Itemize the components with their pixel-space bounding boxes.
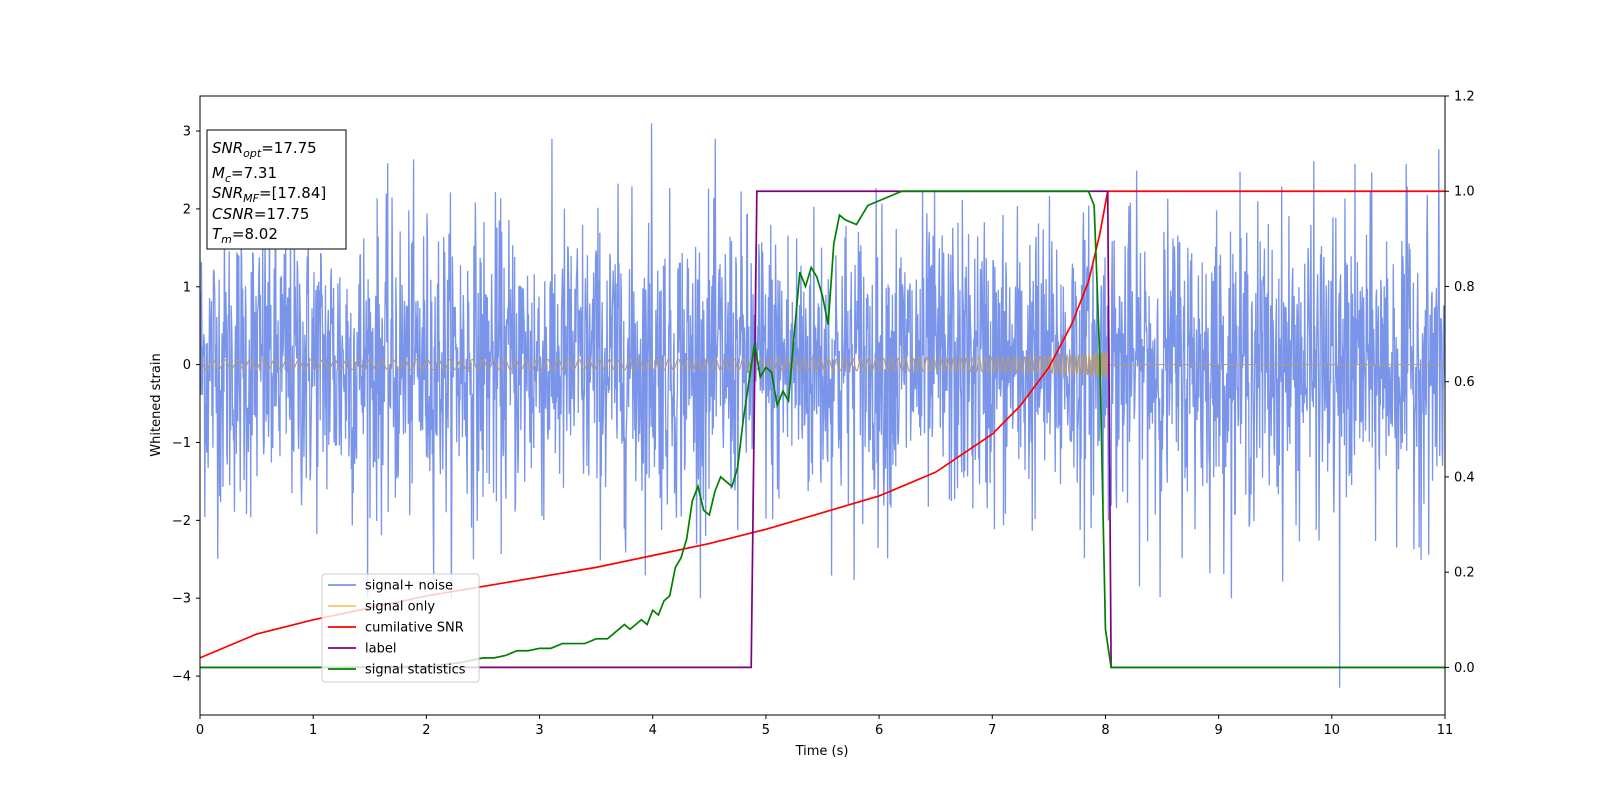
- y-axis-label: Whitened strain: [149, 353, 164, 456]
- x-tick-label: 6: [875, 723, 883, 738]
- x-tick-label: 4: [649, 723, 657, 738]
- y-left-tick-label: −1: [172, 436, 191, 451]
- legend: signal+ noise signal only cumilative SNR la…: [321, 573, 480, 683]
- info-symbol: T: [212, 225, 223, 243]
- x-tick-label: 11: [1437, 723, 1454, 738]
- info-box: SNRopt=17.75Mc=7.31SNRMF=[17.84]CSNR=17.…: [206, 129, 347, 250]
- legend-label: signal+ noise: [365, 579, 453, 594]
- info-line: Mc=7.31: [212, 164, 277, 185]
- legend-label: label: [365, 642, 396, 657]
- axes-layer: 0 1 2 3 4 5 6 7 8 9 10 113210−1−2−3−41.21.00.80.60.…: [172, 90, 1475, 739]
- y-left-tick-label: −3: [172, 592, 191, 607]
- info-line: CSNR=17.75: [212, 205, 309, 223]
- info-symbol: CSNR: [212, 205, 254, 223]
- x-tick-label: 0: [196, 723, 204, 738]
- y-left-tick-label: 3: [183, 125, 191, 140]
- y-left-tick-label: −4: [172, 670, 191, 685]
- y-right-tick-label: 0.0: [1454, 661, 1475, 676]
- y-right-tick-label: 0.2: [1454, 566, 1475, 581]
- info-value: =7.31: [231, 164, 277, 182]
- x-tick-label: 8: [1101, 723, 1109, 738]
- x-tick-label: 2: [422, 723, 430, 738]
- y-right-tick-label: 0.4: [1454, 470, 1475, 485]
- info-value: =17.75: [254, 205, 310, 223]
- plot-frame: [199, 95, 1446, 716]
- x-tick-label: 7: [988, 723, 996, 738]
- info-value: =8.02: [232, 225, 278, 243]
- x-tick-label: 5: [762, 723, 770, 738]
- series-line-4: [200, 190, 1445, 669]
- legend-label: signal statistics: [365, 663, 466, 678]
- x-axis-label: Time (s): [795, 744, 849, 759]
- info-value: =[17.84]: [259, 184, 326, 202]
- info-symbol: SNR: [212, 139, 243, 157]
- legend-label: cumilative SNR: [365, 621, 464, 636]
- series-line-0: [200, 123, 1445, 688]
- x-tick-label: 9: [1214, 723, 1222, 738]
- y-right-tick-label: 0.6: [1454, 375, 1475, 390]
- y-left-tick-label: 0: [183, 358, 191, 373]
- info-value: =17.75: [261, 139, 317, 157]
- y-left-tick-label: −2: [172, 514, 191, 529]
- info-subscript: opt: [243, 147, 262, 160]
- info-line: SNRMF=[17.84]: [212, 184, 326, 205]
- series-line-1: [200, 351, 1445, 379]
- y-left-tick-label: 1: [183, 280, 191, 295]
- info-subscript: m: [221, 233, 232, 246]
- info-line: Tm=8.02: [212, 225, 278, 246]
- info-subscript: MF: [243, 192, 259, 205]
- x-tick-label: 1: [309, 723, 317, 738]
- legend-label: signal only: [365, 600, 435, 615]
- x-tick-label: 10: [1324, 723, 1341, 738]
- x-tick-label: 3: [535, 723, 543, 738]
- y-left-tick-label: 2: [183, 202, 191, 217]
- info-symbol: M: [212, 164, 225, 182]
- legend-frame: [321, 573, 480, 683]
- y-right-tick-label: 1.0: [1454, 185, 1475, 200]
- info-line: SNRopt=17.75: [212, 139, 317, 160]
- info-box-frame: [206, 129, 347, 250]
- info-symbol: SNR: [212, 184, 243, 202]
- y-right-tick-label: 1.2: [1454, 90, 1475, 105]
- info-subscript: c: [225, 172, 231, 185]
- y-right-tick-label: 0.8: [1454, 280, 1475, 295]
